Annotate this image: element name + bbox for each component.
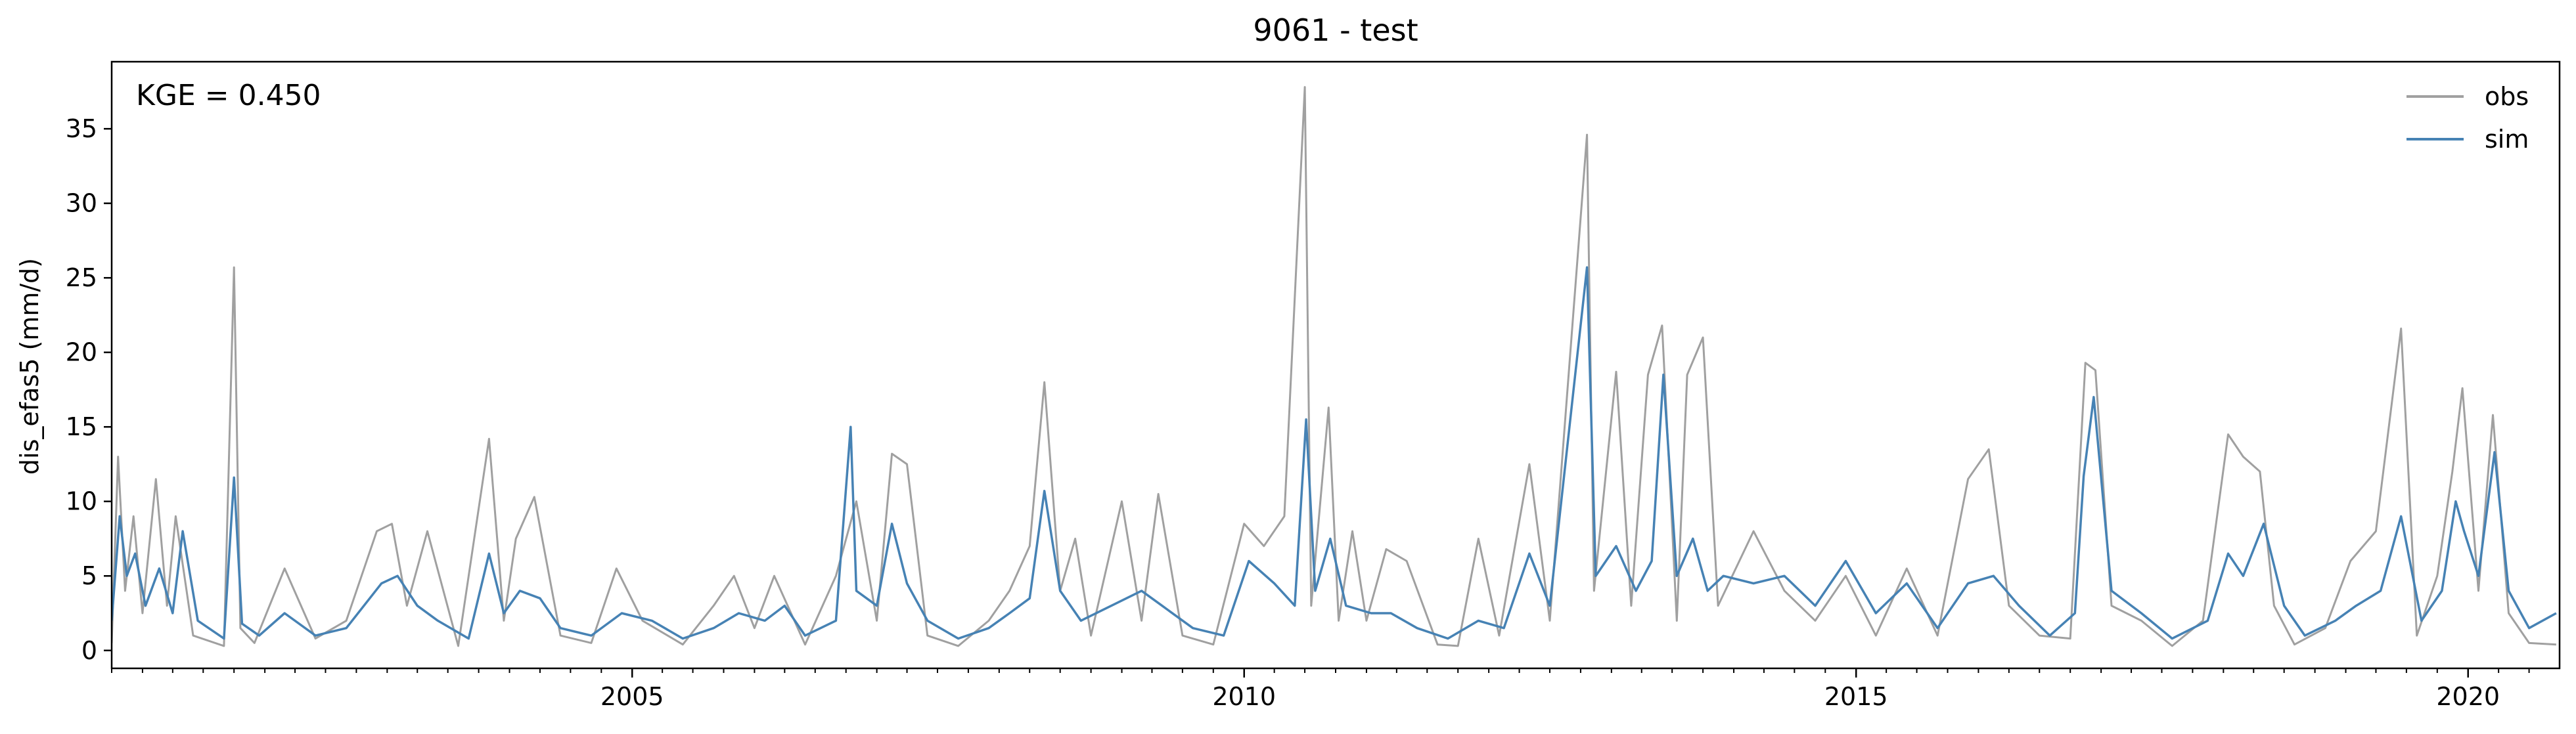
x-axis: 2005 2010 2015 2020 — [111, 668, 2530, 711]
y-tick-label: 10 — [66, 487, 97, 516]
series-layer — [112, 86, 2557, 647]
y-tick-label: 20 — [66, 338, 97, 367]
x-tick-label: 2020 — [2436, 682, 2500, 711]
y-tick-label: 35 — [66, 114, 97, 143]
y-tick-label: 25 — [66, 263, 97, 292]
x-tick-label: 2010 — [1212, 682, 1276, 711]
series-line-obs — [112, 86, 2556, 647]
chart-title: 9061 - test — [1253, 12, 1418, 48]
y-axis: 0 5 10 15 20 25 30 35 — [66, 114, 112, 665]
x-tick-label: 2015 — [1824, 682, 1888, 711]
legend-sim-label: sim — [2485, 125, 2529, 154]
legend: obs sim — [2407, 82, 2529, 154]
x-tick-label: 2005 — [600, 682, 664, 711]
legend-obs-label: obs — [2485, 82, 2529, 111]
kge-annotation: KGE = 0.450 — [136, 79, 321, 112]
y-tick-label: 30 — [66, 189, 97, 218]
y-axis-label: dis_efas5 (mm/d) — [15, 258, 44, 475]
y-tick-label: 5 — [81, 561, 97, 590]
y-tick-label: 15 — [66, 412, 97, 441]
y-tick-label: 0 — [81, 636, 97, 665]
series-line-sim — [112, 266, 2557, 640]
